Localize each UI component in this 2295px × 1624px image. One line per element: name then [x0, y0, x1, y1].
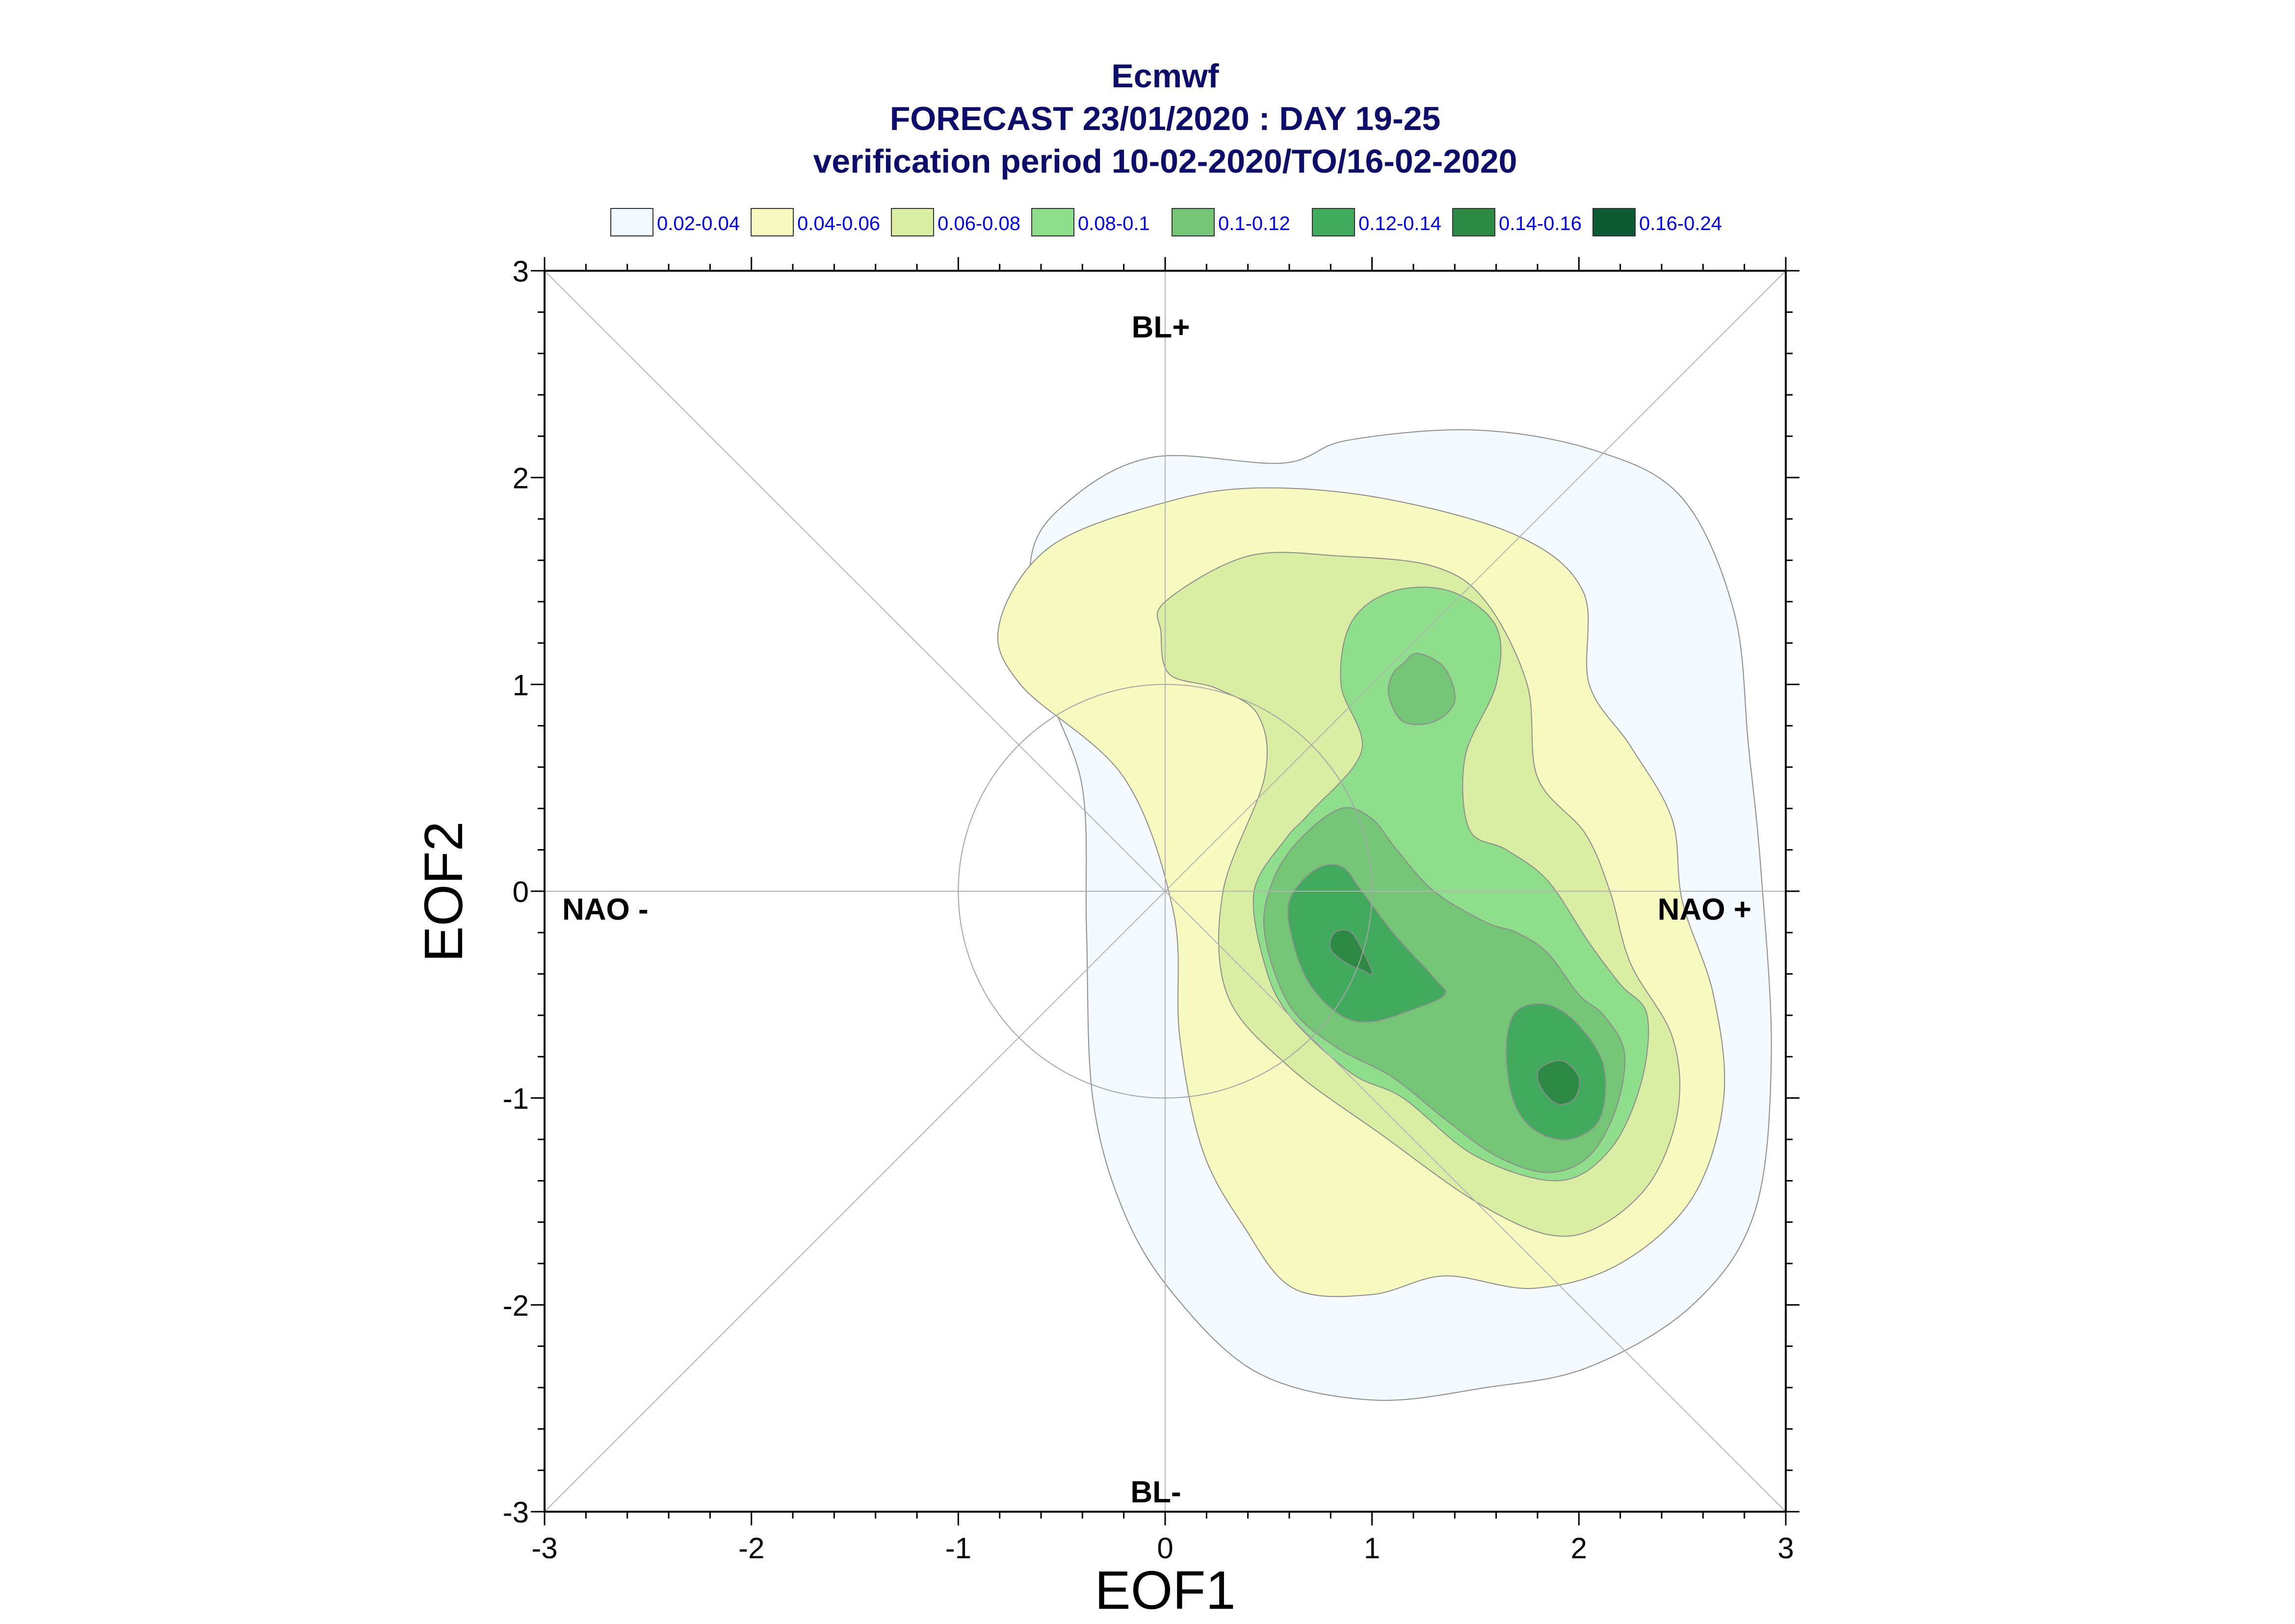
- contour-band: [1387, 653, 1456, 725]
- axis-ticks: -3 -2 -1 0 1 2 3 -3 -2 -1 0 1 2 3: [503, 255, 1799, 1565]
- legend-swatch: [1172, 208, 1215, 236]
- y-tick-label: -1: [503, 1083, 529, 1115]
- legend-swatch: [610, 208, 653, 236]
- y-tick-label: 1: [513, 669, 529, 701]
- legend-swatch: [751, 208, 794, 236]
- y-tick-label: 3: [513, 255, 529, 288]
- plot-area: -3 -2 -1 0 1 2 3 -3 -2 -1 0 1 2 3: [503, 255, 1799, 1565]
- y-tick-label: -3: [503, 1496, 529, 1529]
- contour-band: [1287, 864, 1446, 1023]
- y-tick-label: 0: [513, 876, 529, 908]
- legend-label: 0.08-0.1: [1078, 213, 1150, 234]
- legend-label: 0.1-0.12: [1218, 213, 1290, 234]
- x-tick-label: 1: [1364, 1532, 1380, 1565]
- region-label-bl-minus: BL-: [1130, 1475, 1181, 1509]
- y-tick-label: 2: [513, 462, 529, 495]
- x-tick-label: -3: [531, 1532, 557, 1565]
- density-contours: [997, 429, 1772, 1401]
- legend-label: 0.12-0.14: [1358, 213, 1441, 234]
- legend-swatch: [1592, 208, 1636, 236]
- legend-swatch: [1031, 208, 1074, 236]
- guide-lines: [544, 270, 1786, 1512]
- contour-band: [1537, 1060, 1580, 1105]
- legend-label: 0.16-0.24: [1639, 213, 1722, 234]
- region-label-nao-minus: NAO -: [562, 893, 649, 927]
- legend-label: 0.14-0.16: [1499, 213, 1582, 234]
- legend-swatch: [891, 208, 934, 236]
- x-tick-label: 2: [1571, 1532, 1587, 1565]
- legend: 0.02-0.04 0.04-0.06 0.06-0.08 0.08-0.1 0.1-0…: [610, 208, 1722, 236]
- legend-label: 0.02-0.04: [657, 213, 740, 234]
- x-tick-label: 0: [1157, 1532, 1173, 1565]
- x-tick-label: -1: [945, 1532, 971, 1565]
- x-tick-label: 3: [1777, 1532, 1794, 1565]
- x-axis-title: EOF1: [1095, 1560, 1235, 1621]
- chart-title-line-2: FORECAST 23/01/2020 : DAY 19-25: [890, 100, 1441, 137]
- legend-label: 0.04-0.06: [797, 213, 880, 234]
- y-tick-label: -2: [503, 1289, 529, 1322]
- legend-swatch: [1312, 208, 1355, 236]
- contour-band: [1329, 929, 1373, 975]
- legend-label: 0.06-0.08: [938, 213, 1020, 234]
- legend-swatch: [1452, 208, 1495, 236]
- chart-title-line-1: Ecmwf: [1111, 57, 1219, 95]
- reference-circle: [958, 684, 1373, 1099]
- region-label-nao-plus: NAO +: [1658, 893, 1751, 927]
- x-tick-label: -2: [738, 1532, 764, 1565]
- y-axis-title: EOF2: [414, 821, 474, 962]
- chart-title-line-3: verification period 10-02-2020/TO/16-02-…: [813, 143, 1517, 180]
- region-label-bl-plus: BL+: [1132, 310, 1190, 344]
